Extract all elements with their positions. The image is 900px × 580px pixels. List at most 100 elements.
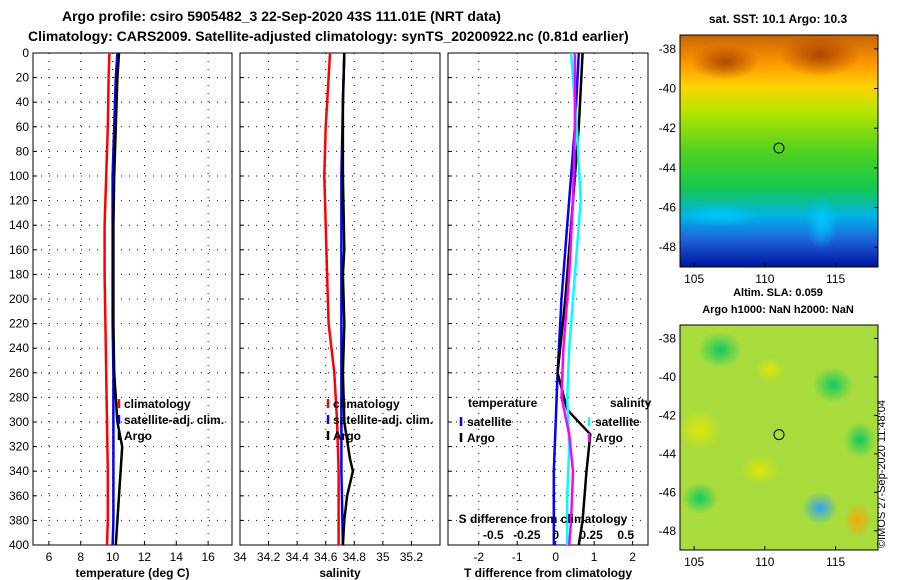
y-tick-label: 80 xyxy=(16,144,30,158)
y-tick-label: 160 xyxy=(9,243,29,257)
y-tick-label: 20 xyxy=(16,71,30,85)
sst-map-title: sat. SST: 10.1 Argo: 10.3 xyxy=(709,12,848,26)
sla-frame xyxy=(679,324,879,551)
map-y-tick-label: -48 xyxy=(659,524,677,538)
y-tick-label: 100 xyxy=(9,169,29,183)
map-y-tick-label: -46 xyxy=(659,201,677,215)
sla-map-title-2: Argo h1000: NaN h2000: NaN xyxy=(702,304,854,316)
x-axis-label: salinity xyxy=(319,566,361,580)
imos-timestamp: ©IMOS 27-Sep-2020 11:48:04 xyxy=(876,400,888,548)
y-tick-label: 120 xyxy=(9,194,29,208)
series-line-argo xyxy=(341,52,355,546)
map-y-tick-label: -44 xyxy=(659,161,677,175)
title-line-2: Climatology: CARS2009. Satellite-adjuste… xyxy=(28,28,629,44)
series-line-argo xyxy=(112,52,124,546)
map-x-tick-label: 110 xyxy=(755,555,774,569)
y-tick-label: 60 xyxy=(16,120,30,134)
y-tick-label: 280 xyxy=(9,390,29,404)
legend-heading-salinity: salinity xyxy=(610,396,652,410)
series-line-t-argo xyxy=(556,52,592,546)
x-tick-label: -2 xyxy=(473,550,484,564)
sla-patch xyxy=(844,502,872,538)
legend-label: satellite-adj. clim. xyxy=(333,413,433,427)
map-y-tick-label: -40 xyxy=(659,82,677,96)
sst-frame xyxy=(679,34,879,268)
plot-frame xyxy=(447,52,649,546)
x-tick-label: 14 xyxy=(170,550,184,564)
y-tick-label: 220 xyxy=(9,317,29,331)
sst-cold-patch xyxy=(680,203,760,227)
map-x-tick-label: 105 xyxy=(684,555,704,569)
sst-map: sat. SST: 10.1 Argo: 10.3 105 110 115 -38 -4… xyxy=(659,12,879,286)
y-tick-label: 0 xyxy=(22,46,29,60)
top-axis-label: S difference from climatology xyxy=(459,512,628,526)
x-tick-label: 8 xyxy=(77,550,84,564)
x-tick-label: 34.2 xyxy=(257,550,281,564)
y-tick-label: 300 xyxy=(9,415,29,429)
x-tick-label: 35 xyxy=(376,550,390,564)
top-axis-tick-label: 0.25 xyxy=(579,528,603,542)
sst-argo-location-marker xyxy=(773,142,785,154)
y-tick-label: 340 xyxy=(9,464,29,478)
sst-warm-patch xyxy=(690,44,760,80)
legend-label: satellite xyxy=(467,415,512,429)
x-tick-label: -1 xyxy=(512,550,523,564)
y-tick-label: 240 xyxy=(9,341,29,355)
x-tick-label: 6 xyxy=(46,550,53,564)
map-y-tick-label: -44 xyxy=(659,447,677,461)
x-tick-label: 12 xyxy=(138,550,152,564)
x-tick-label: 34.4 xyxy=(285,550,309,564)
sla-patch xyxy=(682,482,718,514)
map-y-tick-label: -48 xyxy=(659,240,677,254)
map-x-tick-label: 110 xyxy=(755,272,774,286)
sla-map-title-1: Altim. SLA: 0.059 xyxy=(733,287,823,299)
map-x-tick-label: 115 xyxy=(826,272,845,286)
plot-frame xyxy=(32,52,233,546)
y-tick-label: 380 xyxy=(9,513,29,527)
legend-label: climatology xyxy=(124,397,191,411)
x-tick-label: 34.8 xyxy=(343,550,367,564)
top-axis-tick-label: 0 xyxy=(552,528,559,542)
x-axis-label: T difference from climatology xyxy=(464,566,632,580)
x-tick-label: 16 xyxy=(201,550,215,564)
legend-label: Argo xyxy=(124,429,152,443)
y-tick-label: 140 xyxy=(9,218,29,232)
legend-label: Argo xyxy=(467,431,495,445)
title-line-1: Argo profile: csiro 5905482_3 22-Sep-202… xyxy=(62,8,501,24)
legend-label: satellite-adj. clim. xyxy=(124,413,224,427)
sla-patch xyxy=(844,422,876,458)
map-y-tick-label: -42 xyxy=(659,408,677,422)
sla-map: Altim. SLA: 0.059 Argo h1000: NaN h2000:… xyxy=(659,287,879,569)
legend-label: satellite xyxy=(595,415,640,429)
sla-patch xyxy=(678,410,722,450)
series-line-s-argo xyxy=(560,53,577,546)
profile-panel-temperature: 6 8 10 12 14 16 temperature (deg C) 0 20 40 60 80 10… xyxy=(9,46,233,580)
top-axis-tick-label: 0.5 xyxy=(617,528,634,542)
map-y-tick-label: -46 xyxy=(659,485,677,499)
x-tick-label: 2 xyxy=(629,550,636,564)
x-tick-label: 10 xyxy=(106,550,120,564)
plot-frame xyxy=(239,52,441,546)
sst-cold-patch xyxy=(806,194,838,250)
x-tick-label: 35.2 xyxy=(400,550,424,564)
series-line-climatology xyxy=(323,52,340,545)
y-tick-label: 40 xyxy=(16,95,30,109)
top-axis-tick-label: -0.25 xyxy=(513,528,541,542)
series-line-climatology xyxy=(103,52,111,546)
legend-label: Argo xyxy=(595,431,623,445)
x-axis-label: temperature (deg C) xyxy=(75,566,189,580)
y-tick-label: 400 xyxy=(9,538,29,552)
map-y-tick-label: -38 xyxy=(659,42,677,56)
y-tick-label: 180 xyxy=(9,267,29,281)
map-y-tick-label: -40 xyxy=(659,370,677,384)
top-axis-tick-label: -0.5 xyxy=(483,528,504,542)
y-tick-label: 200 xyxy=(9,292,29,306)
series-line-s-satellite xyxy=(565,52,582,545)
map-y-tick-label: -42 xyxy=(659,121,677,135)
map-x-tick-label: 105 xyxy=(684,272,704,286)
sla-patch xyxy=(802,492,838,524)
x-tick-label: 1 xyxy=(591,550,598,564)
sst-warm-patch xyxy=(780,33,860,77)
sla-patch xyxy=(756,358,784,382)
